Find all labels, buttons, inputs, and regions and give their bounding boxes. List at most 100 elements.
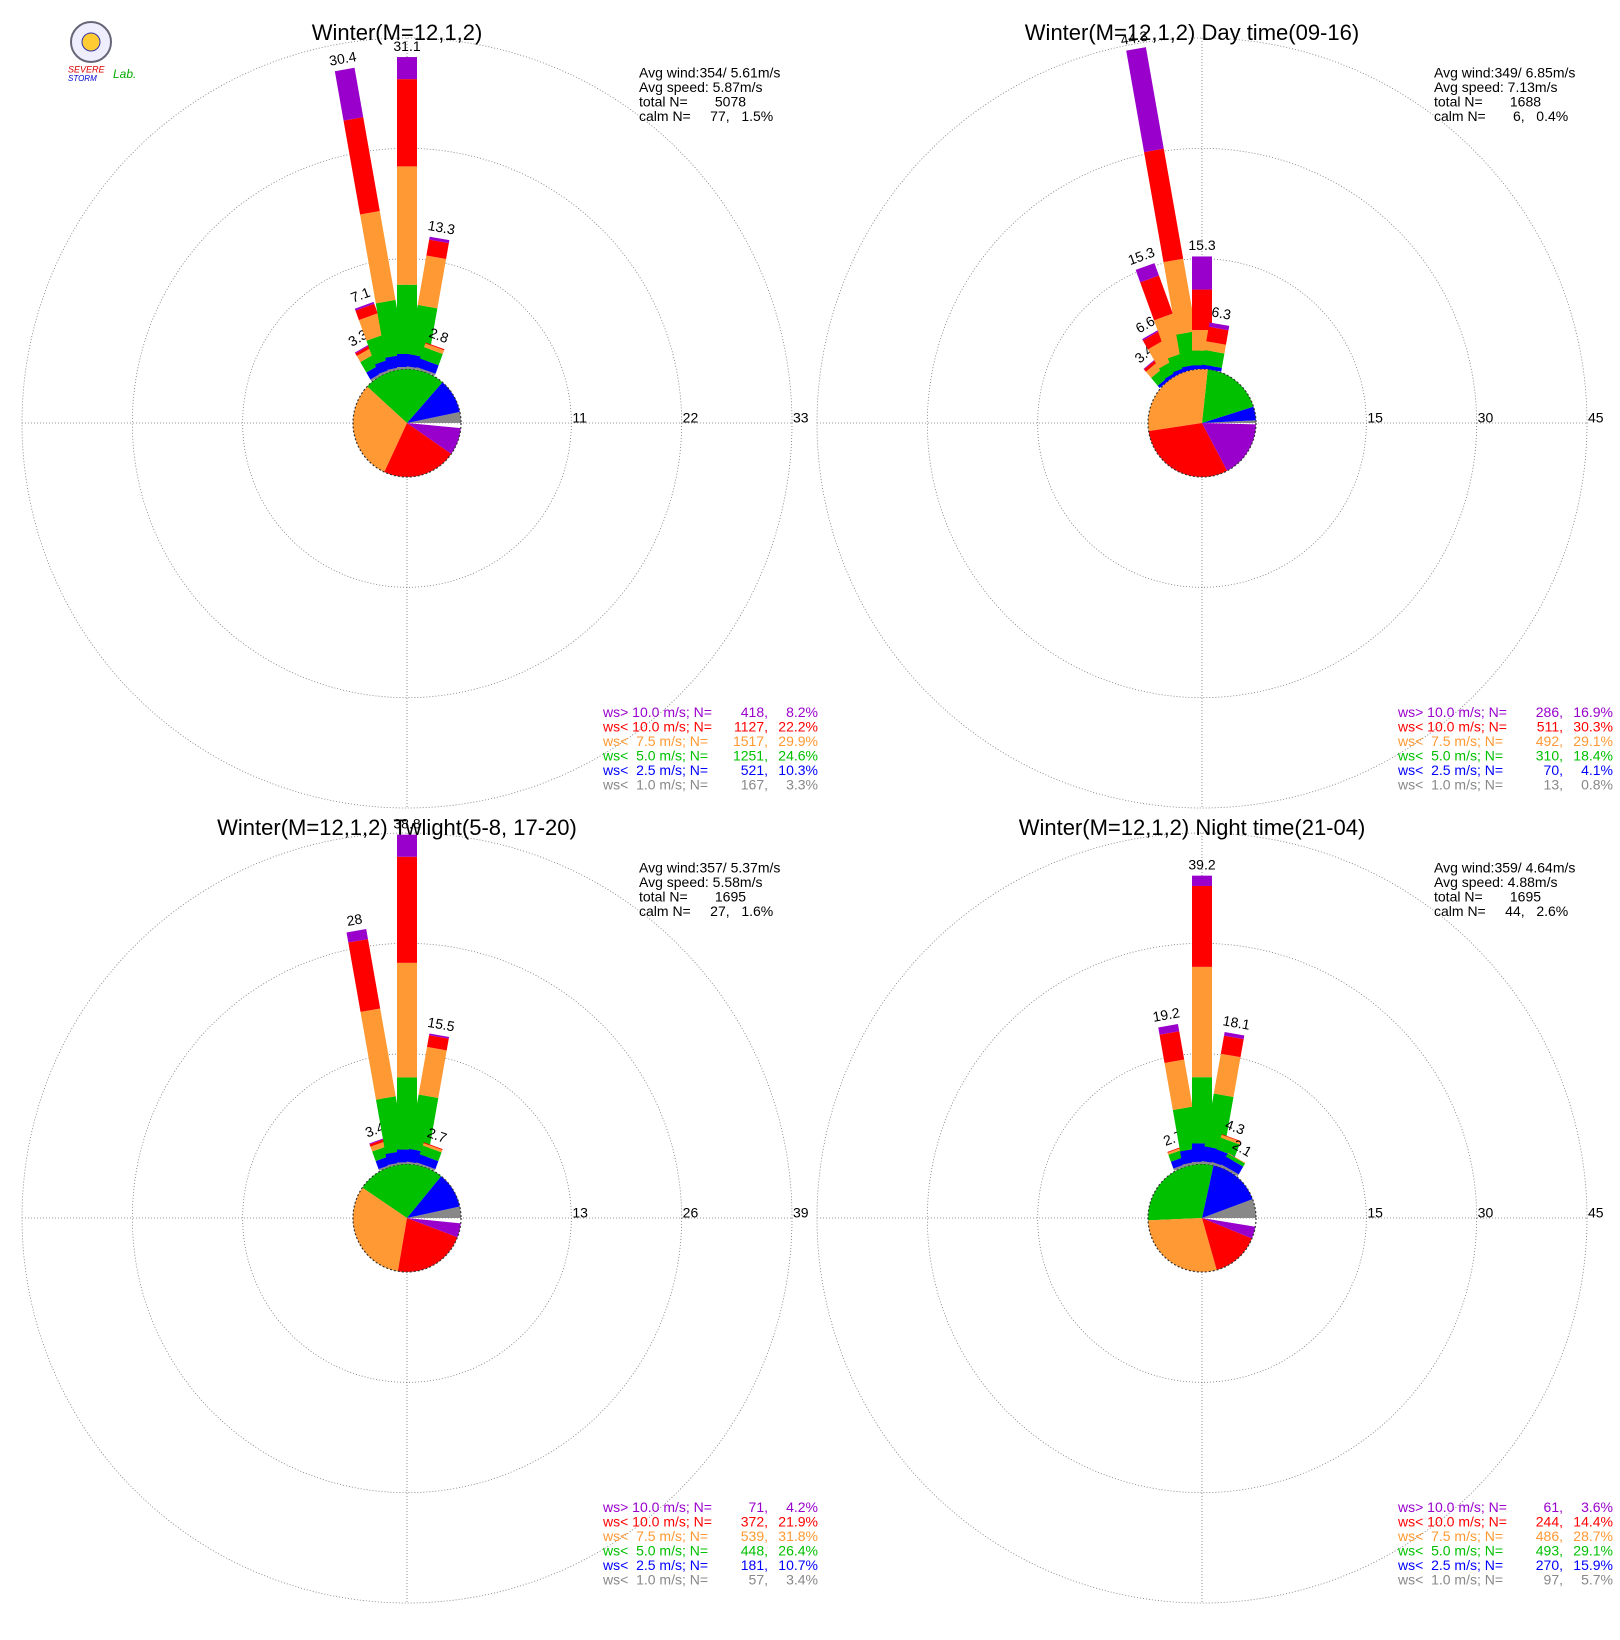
legend-name: ws< 7.5 m/s; N= [602, 1528, 708, 1544]
legend-percent-label: 31.8% [778, 1528, 818, 1544]
bar-total-label: 7.1 [348, 284, 372, 306]
bar-segment [397, 834, 417, 857]
bar-segment [1227, 1152, 1246, 1164]
legend-percent-label: 29.9% [778, 733, 818, 749]
logo: SEVERE STORM Lab. [68, 21, 136, 83]
bar-segment [343, 117, 380, 215]
legend-name: ws< 1.0 m/s; N= [602, 776, 708, 792]
bar-segment [397, 57, 417, 80]
legend-percent-label: 5.7% [1581, 1571, 1613, 1587]
pie-wedge [1148, 369, 1208, 432]
info-line: Avg wind:349/ 6.85m/s [1434, 65, 1575, 81]
r-tick-label: 15 [1367, 1205, 1383, 1221]
bar-segment [418, 1046, 447, 1099]
legend-percent-label: 30.3% [1573, 718, 1613, 734]
info-line: calm N= 27, 1.6% [639, 903, 773, 919]
legend-count-label: 1251, [733, 747, 768, 763]
pie-wedge [352, 1187, 407, 1272]
r-tick-label: 30 [1478, 410, 1494, 426]
legend-count-label: 71, [749, 1499, 768, 1515]
pie-outline [352, 368, 462, 478]
legend-name: ws< 5.0 m/s; N= [1397, 747, 1503, 763]
pie-outline [1147, 368, 1257, 478]
bar-segment [1142, 329, 1161, 341]
legend-percent-label: 3.6% [1581, 1499, 1613, 1515]
info-line: Avg speed: 4.88m/s [1434, 874, 1557, 890]
legend-percent-label: 3.4% [786, 1571, 818, 1587]
bar-segment [1206, 326, 1229, 345]
bar-segment [425, 342, 445, 351]
legend-count-label: 310, [1536, 747, 1563, 763]
info-line: Avg wind:357/ 5.37m/s [639, 860, 780, 876]
pie-wedge [407, 1218, 461, 1238]
legend-percent-label: 28.7% [1573, 1528, 1613, 1544]
legend-entry: ws< 10.0 m/s; N= 372, 21.9% [602, 1513, 818, 1529]
legend-percent-label: 16.9% [1573, 704, 1613, 720]
panel-title: Winter(M=12,1,2) Day time(09-16) [1025, 20, 1359, 45]
bar-segment [409, 1094, 439, 1153]
bar-segment [1144, 148, 1184, 263]
info-line: total N= 1688 [1434, 94, 1541, 110]
legend-name: ws< 2.5 m/s; N= [602, 762, 708, 778]
r-tick-label: 15 [1367, 410, 1383, 426]
legend-count-label: 97, [1544, 1571, 1563, 1587]
legend-entry: ws> 10.0 m/s; N= 286, 16.9% [1397, 704, 1613, 720]
bar-segment [1140, 275, 1173, 321]
legend-name: ws< 1.0 m/s; N= [1397, 1571, 1503, 1587]
bar-segment [429, 236, 450, 244]
bar-segment [354, 301, 375, 311]
legend-entry: ws< 2.5 m/s; N= 270, 15.9% [1397, 1557, 1613, 1573]
info-line: total N= 5078 [639, 94, 746, 110]
bar-total-label: 2.8 [427, 324, 451, 346]
legend-name: ws< 10.0 m/s; N= [602, 718, 712, 734]
bar-segment [397, 166, 417, 285]
legend-count-label: 511, [1537, 718, 1563, 734]
bar-segment [1221, 1134, 1241, 1142]
bar-segment [1192, 966, 1212, 1078]
legend-percent-label: 15.9% [1573, 1557, 1613, 1573]
bar-total-label: 15.5 [426, 1014, 456, 1035]
bar-segment [1208, 322, 1230, 331]
legend-entry: ws> 10.0 m/s; N= 71, 4.2% [602, 1499, 818, 1515]
legend-percent-label: 3.3% [786, 776, 818, 792]
grid-ring [21, 37, 793, 809]
legend-percent-label: 22.2% [778, 718, 818, 734]
legend-percent-label: 10.3% [778, 762, 818, 778]
legend-count-label: 61, [1544, 1499, 1563, 1515]
legend-name: ws> 10.0 m/s; N= [602, 704, 712, 720]
info-line: calm N= 44, 2.6% [1434, 903, 1568, 919]
pie-wedge [1148, 1163, 1214, 1221]
legend-count-label: 286, [1536, 704, 1563, 720]
pie-wedge [1202, 1165, 1253, 1218]
legend-percent-label: 4.2% [786, 1499, 818, 1515]
windrose-panel: 15 30 45 Winter(M=12,1,2) Night time(21-04)… [816, 815, 1613, 1604]
bar-segment [1216, 1137, 1240, 1157]
bar-total-label: 4.3 [1223, 1116, 1247, 1138]
legend-entry: ws< 10.0 m/s; N= 1127, 22.2% [602, 718, 818, 734]
pie-outline [352, 1163, 462, 1273]
bar-segment [360, 1008, 396, 1100]
legend-percent-label: 18.4% [1573, 747, 1613, 763]
legend-percent-label: 29.1% [1573, 733, 1613, 749]
legend-count-label: 486, [1536, 1528, 1563, 1544]
legend-entry: ws> 10.0 m/s; N= 61, 3.6% [1397, 1499, 1613, 1515]
legend-entry: ws< 7.5 m/s; N= 492, 29.1% [1397, 733, 1613, 749]
legend-entry: ws< 5.0 m/s; N= 448, 26.4% [602, 1542, 818, 1558]
pie-wedge [362, 1164, 442, 1218]
logo-star [81, 32, 101, 52]
legend-name: ws< 7.5 m/s; N= [1397, 1528, 1503, 1544]
bar-segment [416, 1162, 436, 1171]
bar-segment [397, 284, 417, 354]
bar-segment [1220, 1164, 1239, 1177]
legend-entry: ws< 1.0 m/s; N= 167, 3.3% [602, 776, 818, 792]
legend-name: ws< 1.0 m/s; N= [602, 1571, 708, 1587]
pie-wedge [1202, 1199, 1256, 1218]
pie-wedge [1202, 369, 1254, 423]
legend-entry: ws< 10.0 m/s; N= 244, 14.4% [1397, 1513, 1613, 1529]
pie-wedge [1148, 423, 1228, 478]
grid-ring [816, 37, 1588, 809]
bar-segment [1126, 47, 1164, 153]
legend-entry: ws> 10.0 m/s; N= 418, 8.2% [602, 704, 818, 720]
legend-name: ws> 10.0 m/s; N= [1397, 704, 1507, 720]
